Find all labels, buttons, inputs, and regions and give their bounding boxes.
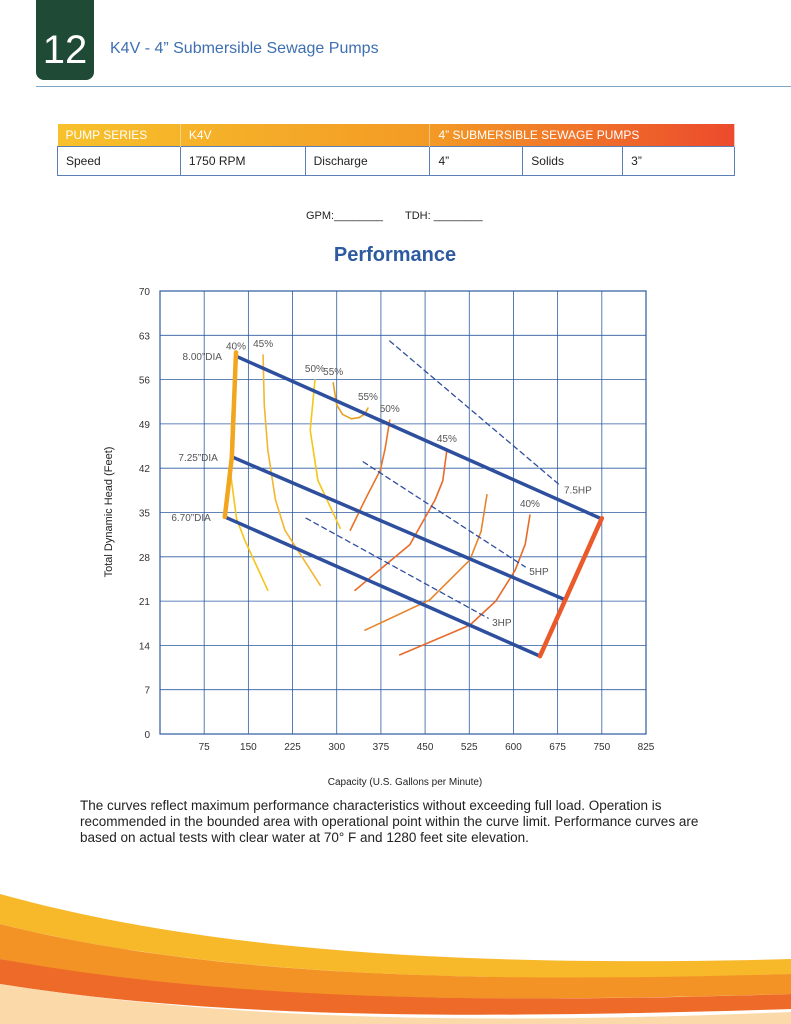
- header-cell: PUMP SERIES: [57, 124, 181, 147]
- x-tick-label: 300: [328, 742, 345, 753]
- cell: 3”: [622, 146, 735, 176]
- efficiency-label: 45%: [253, 339, 273, 350]
- efficiency-label: 40%: [226, 341, 246, 352]
- y-tick-label: 28: [139, 553, 151, 564]
- cell: 4”: [429, 146, 524, 176]
- diameter-curve: [230, 455, 568, 602]
- swoosh: [0, 959, 791, 1015]
- chart: Performance Capacity (U.S. Gallons per M…: [103, 244, 655, 788]
- diameter-curve: [234, 354, 602, 520]
- table-header: PUMP SERIES K4V 4” SUBMERSIBLE SEWAGE PU…: [57, 124, 735, 147]
- header-rule: [36, 86, 791, 87]
- efficiency-label: 50%: [380, 404, 400, 415]
- limit-curve: [222, 350, 239, 520]
- diameter-label: 7.25”DIA: [178, 453, 218, 464]
- x-tick-label: 75: [199, 742, 211, 753]
- x-axis-label: Capacity (U.S. Gallons per Minute): [328, 777, 483, 788]
- hp-line: [305, 517, 489, 619]
- y-tick-label: 21: [139, 597, 151, 608]
- page-title: K4V - 4” Submersible Sewage Pumps: [110, 40, 379, 57]
- cell: Solids: [522, 146, 624, 176]
- cell: Discharge: [304, 146, 431, 176]
- y-tick-label: 14: [139, 641, 151, 652]
- table-row: Speed 1750 RPM Discharge 4” Solids 3”: [57, 146, 735, 176]
- y-tick-label: 63: [139, 331, 151, 342]
- hp-label: 5HP: [529, 567, 549, 578]
- hp-line: [389, 340, 561, 486]
- efficiency-curve: [332, 381, 360, 420]
- header-cell: 4” SUBMERSIBLE SEWAGE PUMPS: [429, 124, 735, 147]
- cell: Speed: [57, 146, 181, 176]
- swoosh: [0, 984, 791, 1024]
- header-cell: K4V: [180, 124, 431, 147]
- y-tick-label: 0: [144, 730, 150, 741]
- diameter-label: 6.70”DIA: [171, 513, 211, 524]
- y-tick-label: 42: [139, 464, 151, 475]
- efficiency-curve: [354, 449, 448, 592]
- cell: 1750 RPM: [179, 146, 306, 176]
- efficiency-curve: [309, 379, 342, 530]
- page-number: 12: [36, 0, 94, 80]
- diameter-label: 8.00”DIA: [183, 352, 223, 363]
- footer-note: The curves reflect maximum performance c…: [80, 798, 699, 845]
- efficiency-label: 55%: [323, 367, 343, 378]
- decoration: [0, 894, 791, 1024]
- y-tick-label: 7: [144, 686, 150, 697]
- y-tick-label: 70: [139, 287, 151, 298]
- x-tick-label: 825: [638, 742, 655, 753]
- x-tick-label: 450: [417, 742, 434, 753]
- x-tick-label: 600: [505, 742, 522, 753]
- efficiency-curve: [398, 514, 531, 656]
- y-tick-label: 35: [139, 509, 151, 520]
- x-tick-label: 750: [593, 742, 610, 753]
- chart-title: Performance: [334, 244, 456, 266]
- y-tick-label: 49: [139, 420, 151, 431]
- y-tick-label: 56: [139, 376, 151, 387]
- limit-curve: [537, 515, 605, 659]
- spec-table: PUMP SERIES K4V 4” SUBMERSIBLE SEWAGE PU…: [57, 124, 735, 176]
- efficiency-label: 40%: [520, 499, 540, 510]
- efficiency-curve: [349, 419, 391, 532]
- x-tick-label: 375: [373, 742, 390, 753]
- hp-line: [362, 461, 526, 568]
- y-axis-label: Total Dynamic Head (Feet): [103, 447, 115, 578]
- x-tick-label: 150: [240, 742, 257, 753]
- efficiency-label: 50%: [305, 364, 325, 375]
- tdh-label: TDH: ________: [405, 210, 483, 222]
- swoosh: [0, 894, 791, 978]
- efficiency-label: 55%: [358, 392, 378, 403]
- gpm-label: GPM:________: [306, 210, 384, 222]
- x-tick-label: 675: [549, 742, 566, 753]
- efficiency-label: 45%: [437, 434, 457, 445]
- x-tick-label: 525: [461, 742, 478, 753]
- diameter-curve: [223, 515, 542, 658]
- hp-label: 7.5HP: [564, 485, 592, 496]
- x-tick-label: 225: [284, 742, 301, 753]
- swoosh: [0, 924, 791, 999]
- hp-label: 3HP: [492, 618, 512, 629]
